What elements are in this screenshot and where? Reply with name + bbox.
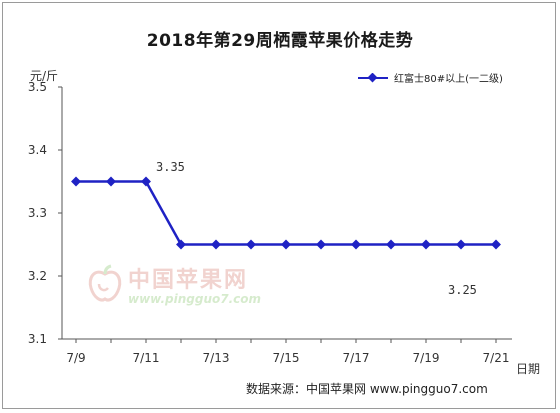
- y-axis-unit: 元/斤: [30, 69, 59, 83]
- x-tick-label: 7/19: [413, 351, 440, 365]
- watermark-url: www.pingguo7.com: [128, 292, 262, 306]
- data-point: [421, 239, 431, 250]
- x-tick-label: 7/11: [133, 351, 160, 365]
- chart-frame: [2, 2, 556, 409]
- y-tick-label: 3.3: [28, 206, 47, 220]
- data-source: 数据来源：中国苹果网 www.pingguo7.com: [246, 382, 488, 396]
- data-point: [456, 239, 466, 250]
- y-tick-label: 3.5: [28, 80, 47, 94]
- data-point: [281, 239, 291, 250]
- x-tick-label: 7/17: [343, 351, 370, 365]
- legend-label: 红富士80#以上(一二级): [394, 74, 503, 85]
- data-point: [106, 176, 116, 187]
- apple-logo-icon: [88, 264, 122, 302]
- data-point: [316, 239, 326, 250]
- watermark: 中国苹果网 www.pingguo7.com: [88, 262, 261, 306]
- y-tick-label: 3.4: [28, 143, 47, 157]
- y-tick-label: 3.2: [28, 269, 47, 283]
- x-axis-unit: 日期: [516, 362, 541, 376]
- watermark-name: 中国苹果网: [128, 268, 249, 293]
- legend-line-marker: [358, 72, 388, 82]
- data-point: [141, 176, 151, 187]
- data-label: 3.25: [448, 283, 477, 297]
- x-tick-label: 7/21: [483, 351, 510, 365]
- data-point: [386, 239, 396, 250]
- y-tick-label: 3.1: [28, 332, 47, 346]
- series-line: [76, 180, 496, 246]
- chart-title: 2018年第29周栖霞苹果价格走势: [146, 31, 414, 51]
- x-tick-label: 7/13: [203, 351, 230, 365]
- data-point: [351, 239, 361, 250]
- data-label: 3.35: [156, 160, 185, 174]
- data-point: [246, 239, 256, 250]
- legend: 红富士80#以上(一二级): [358, 70, 503, 85]
- data-point: [176, 239, 186, 250]
- x-tick-label: 7/15: [273, 351, 300, 365]
- data-point: [71, 176, 81, 187]
- data-point: [491, 239, 501, 250]
- data-point: [211, 239, 221, 250]
- x-tick-label: 7/9: [66, 351, 85, 365]
